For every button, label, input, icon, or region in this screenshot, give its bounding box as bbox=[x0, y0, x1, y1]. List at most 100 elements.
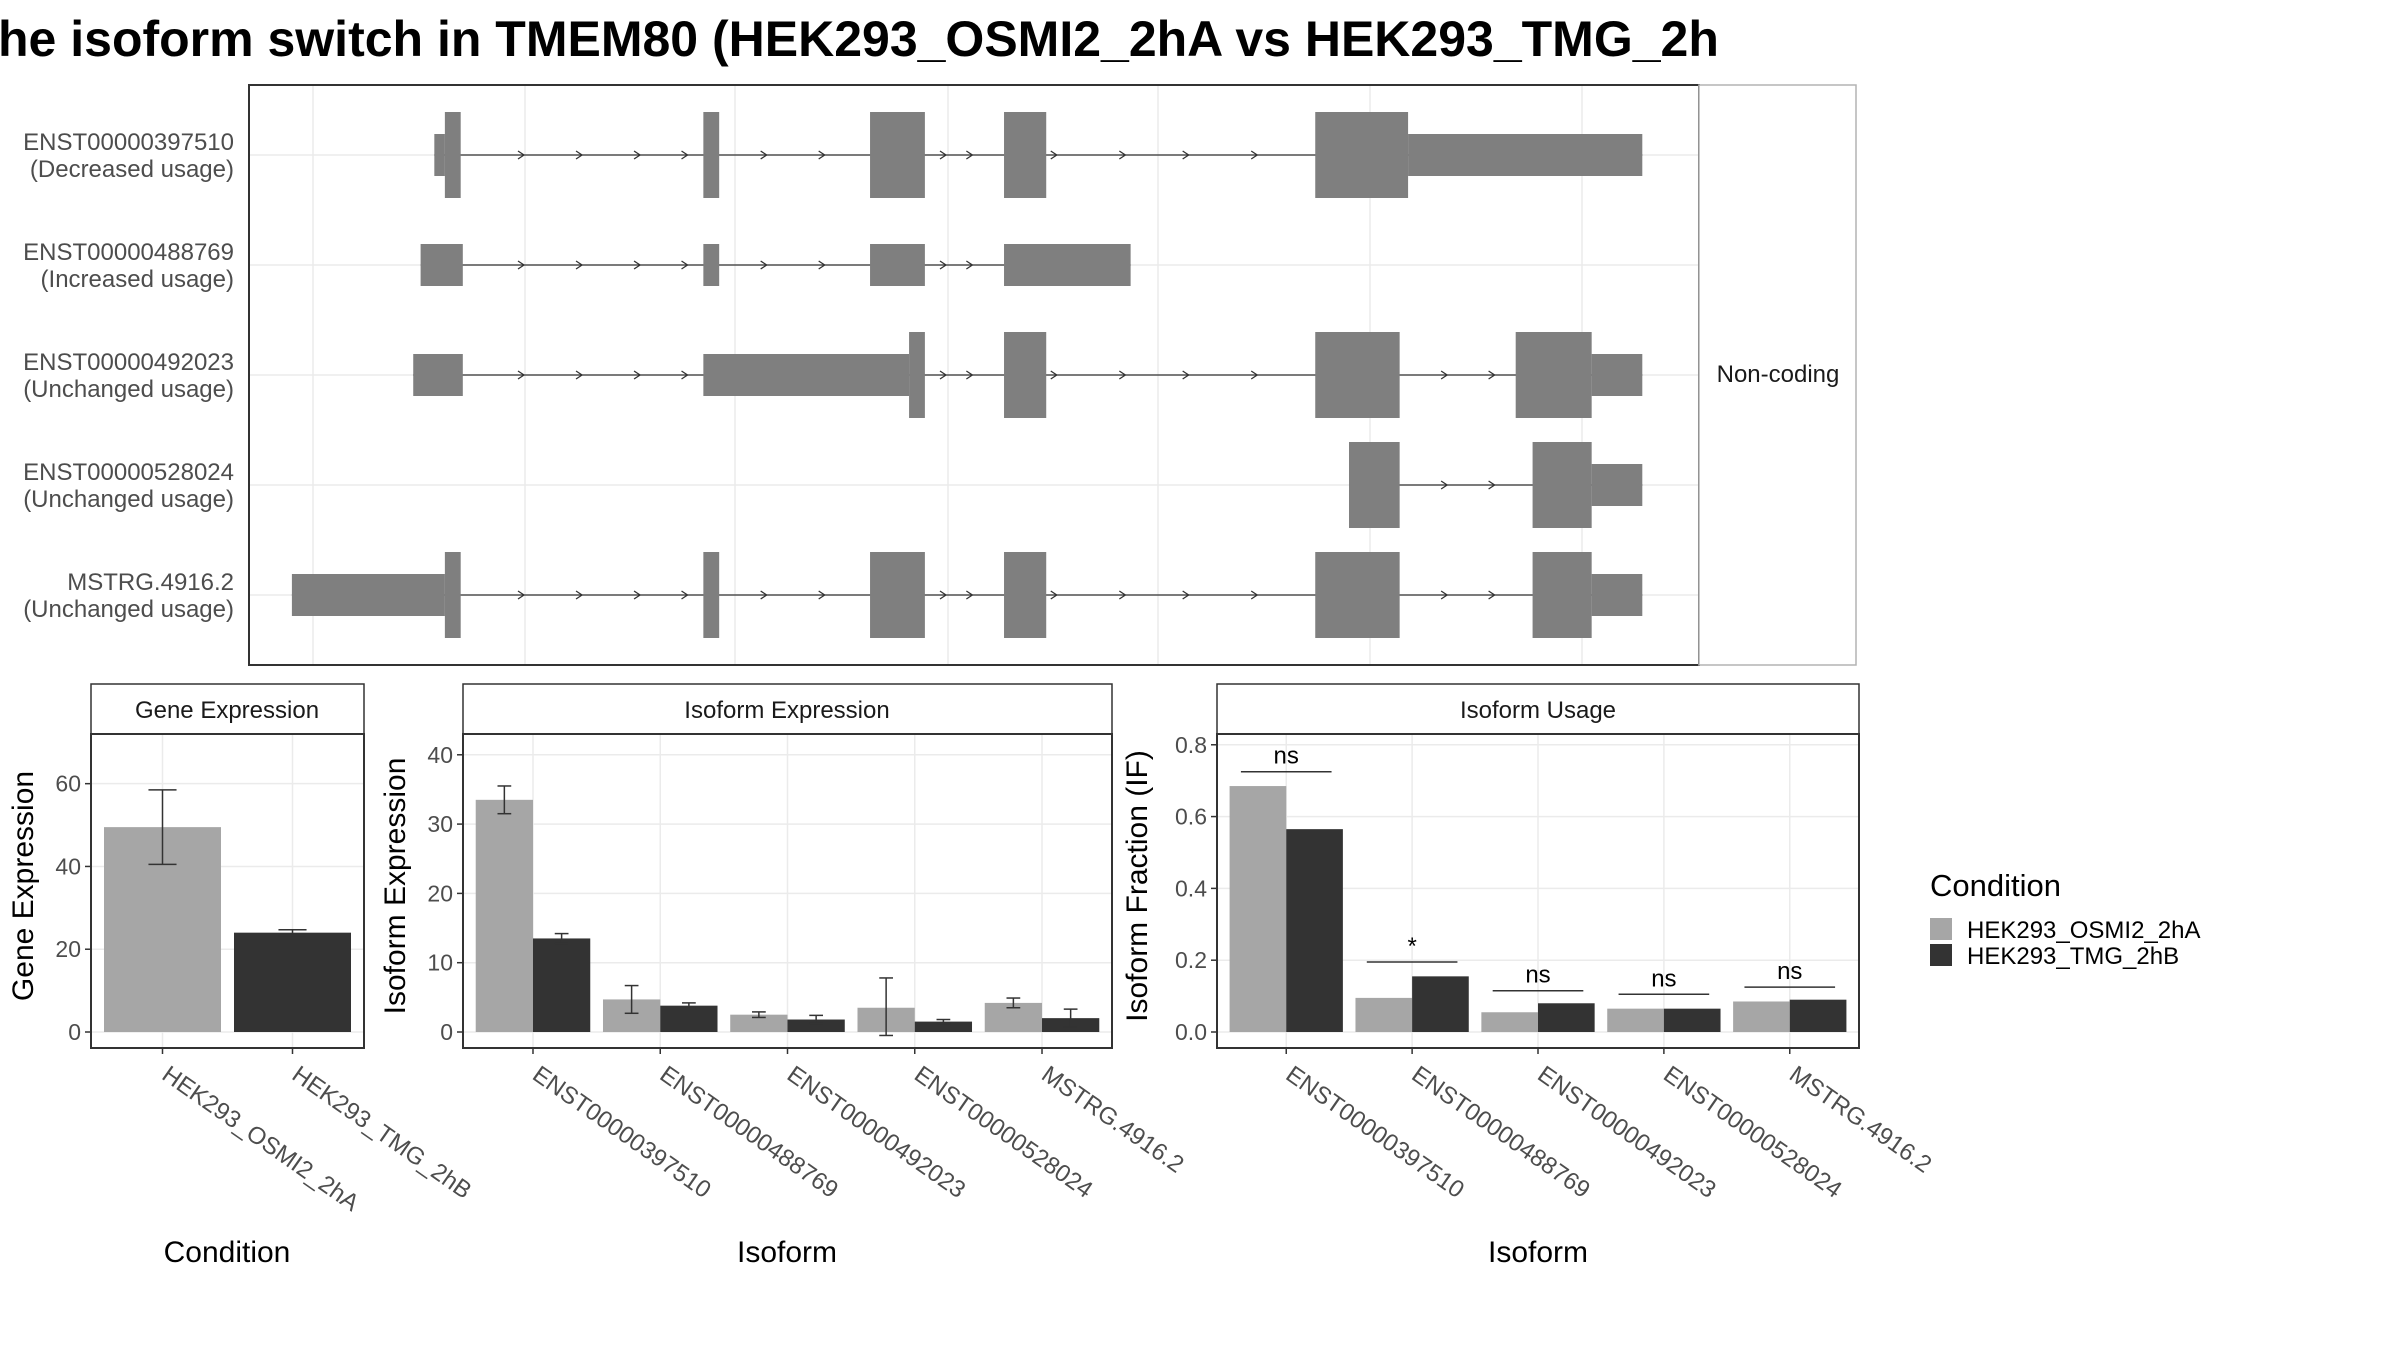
strand-arrow-icon bbox=[818, 150, 826, 160]
transcript-id-label: MSTRG.4916.2 bbox=[67, 569, 234, 596]
legend-swatch-condition-a bbox=[1930, 918, 1952, 940]
strand-arrow-icon bbox=[1182, 590, 1190, 600]
gene-expression-y-title: Gene Expression bbox=[7, 771, 40, 1001]
error-bar bbox=[554, 932, 569, 945]
transcript-track bbox=[291, 552, 1643, 638]
strand-arrow-icon bbox=[1440, 370, 1449, 380]
exon-block bbox=[870, 112, 925, 198]
isoform-usage-x-title: Isoform bbox=[1488, 1236, 1588, 1269]
panel-border bbox=[462, 733, 1113, 1049]
exon-block bbox=[703, 354, 910, 396]
exon-block bbox=[1532, 442, 1592, 528]
strand-arrow-icon bbox=[517, 590, 526, 600]
strand-arrow-icon bbox=[818, 590, 826, 600]
isoform-expression-y-title: Isoform Expression bbox=[379, 758, 412, 1015]
strand-arrow-icon bbox=[1488, 590, 1496, 600]
error-bar bbox=[936, 1018, 951, 1025]
exon-block bbox=[870, 244, 925, 286]
bar bbox=[787, 1019, 845, 1032]
strand-arrow-icon bbox=[1050, 150, 1058, 160]
y-tick-label: 0 bbox=[440, 1019, 453, 1045]
error-bar bbox=[1063, 1008, 1078, 1028]
bar bbox=[1789, 999, 1847, 1032]
error-bar bbox=[1006, 997, 1021, 1009]
gene-expression-x-title: Condition bbox=[164, 1236, 291, 1269]
strand-arrow-icon bbox=[1182, 150, 1190, 160]
bar bbox=[1607, 1008, 1664, 1032]
strand-arrow-icon bbox=[966, 590, 974, 600]
y-tick-label: 20 bbox=[427, 880, 453, 906]
isoform-usage-strip bbox=[1216, 683, 1860, 735]
bar bbox=[1229, 786, 1287, 1032]
panel-border bbox=[1216, 733, 1860, 1049]
exon-block bbox=[1315, 332, 1400, 418]
exon-block bbox=[444, 552, 461, 638]
strand-arrow-icon bbox=[1050, 370, 1058, 380]
strand-arrow-icon bbox=[681, 150, 689, 160]
strand-arrow-icon bbox=[1182, 370, 1190, 380]
bar bbox=[1412, 976, 1469, 1032]
strand-arrow-icon bbox=[575, 590, 584, 600]
transcript-id-label: ENST00000488769 bbox=[23, 239, 234, 266]
bar bbox=[914, 1021, 973, 1032]
strand-arrow-icon bbox=[1440, 590, 1449, 600]
isoform-usage-panel: Isoform Usage ns*ns ns ns0.00.20.40.60.8EN… bbox=[1121, 683, 1936, 1269]
exon-block bbox=[1004, 552, 1047, 638]
exon-block bbox=[1532, 552, 1592, 638]
bar bbox=[1663, 1008, 1721, 1032]
strand-arrow-icon bbox=[517, 370, 526, 380]
significance-label: ns bbox=[1525, 962, 1550, 989]
facet-label: Non-coding bbox=[1717, 361, 1840, 388]
strand-arrow-icon bbox=[1250, 150, 1259, 160]
y-tick-label: 30 bbox=[427, 811, 453, 837]
gene-expression-strip-label: Gene Expression bbox=[135, 697, 319, 724]
exon-block bbox=[703, 552, 720, 638]
bar bbox=[1733, 1001, 1790, 1032]
transcript-track bbox=[434, 112, 1643, 198]
strand-arrow-icon bbox=[966, 370, 974, 380]
transcript-track bbox=[413, 332, 1643, 418]
bar bbox=[234, 932, 351, 1032]
strand-arrow-icon bbox=[575, 260, 584, 270]
error-bar bbox=[278, 929, 307, 937]
transcript-id-label: ENST00000492023 bbox=[23, 349, 234, 376]
bar bbox=[730, 1014, 788, 1032]
strand-arrow-icon bbox=[1488, 370, 1496, 380]
exon-block bbox=[1515, 332, 1592, 418]
strand-arrow-icon bbox=[517, 150, 526, 160]
strand-arrow-icon bbox=[760, 150, 768, 160]
bar bbox=[475, 799, 533, 1032]
isoform-expression-x-title: Isoform bbox=[737, 1236, 837, 1269]
exon-block bbox=[434, 134, 445, 176]
legend-title: Condition bbox=[1930, 868, 2061, 903]
transcript-usage-label: (Unchanged usage) bbox=[23, 486, 234, 513]
transcript-structure-panel: Non-coding ENST00000397510(Decreased usa… bbox=[23, 84, 1857, 666]
y-tick-label: 40 bbox=[55, 853, 81, 879]
y-tick-label: 60 bbox=[55, 771, 81, 797]
transcript-usage-label: (Decreased usage) bbox=[30, 156, 234, 183]
condition-legend: Condition HEK293_OSMI2_2hA HEK293_TMG_2h… bbox=[1930, 868, 2200, 970]
figure-title: he isoform switch in TMEM80 (HEK293_OSMI… bbox=[0, 11, 1719, 67]
strand-arrow-icon bbox=[1250, 590, 1259, 600]
significance-label: ns bbox=[1274, 743, 1299, 770]
bar bbox=[532, 938, 591, 1032]
strand-arrow-icon bbox=[1250, 370, 1259, 380]
exon-block bbox=[413, 354, 463, 396]
exon-block bbox=[703, 244, 720, 286]
transcript-usage-label: (Increased usage) bbox=[41, 266, 234, 293]
isoform-expression-plot: 010203040ENST00000397510ENST00000488769E… bbox=[427, 733, 1189, 1204]
bar bbox=[1538, 1003, 1595, 1032]
exon-block bbox=[1004, 332, 1047, 418]
strand-arrow-icon bbox=[681, 590, 689, 600]
legend-swatch-condition-b bbox=[1930, 944, 1952, 966]
error-bar bbox=[148, 789, 177, 866]
exon-block bbox=[1315, 112, 1409, 198]
gene-expression-strip bbox=[90, 683, 365, 735]
exon-block bbox=[1315, 552, 1400, 638]
y-tick-label: 0.0 bbox=[1175, 1019, 1207, 1045]
exon-block bbox=[1591, 464, 1643, 506]
strand-arrow-icon bbox=[1050, 590, 1058, 600]
transcript-tracks bbox=[291, 112, 1643, 638]
transcript-usage-label: (Unchanged usage) bbox=[23, 596, 234, 623]
